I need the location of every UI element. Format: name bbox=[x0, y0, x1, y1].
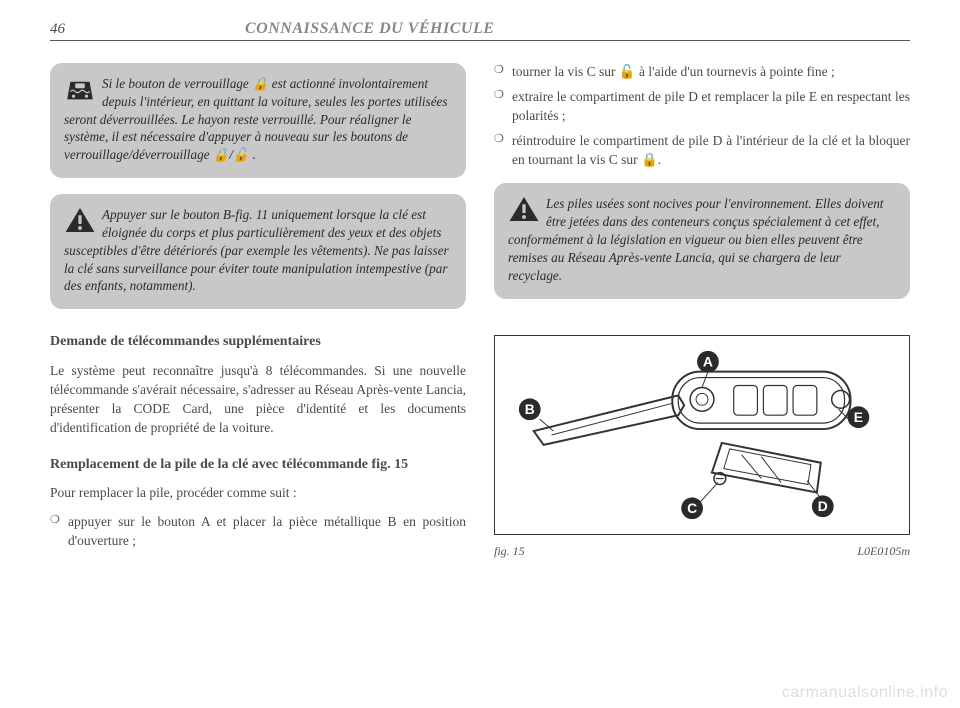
figure-code: L0E0105m bbox=[857, 544, 910, 559]
warning-box-battery: Les piles usées sont nocives pour l'envi… bbox=[494, 183, 910, 298]
subheading-battery: Remplacement de la pile de la clé avec t… bbox=[50, 456, 466, 475]
body-para: Le système peut reconnaître jusqu'à 8 té… bbox=[50, 362, 466, 438]
svg-text:C: C bbox=[687, 500, 697, 516]
figure-caption: fig. 15 L0E0105m bbox=[494, 544, 910, 559]
figure-number: fig. 15 bbox=[494, 544, 525, 559]
warning-triangle-icon bbox=[64, 206, 96, 234]
subheading-remotes: Demande de télécommandes supplémentaires bbox=[50, 333, 466, 352]
page-number: 46 bbox=[50, 21, 65, 38]
page-header: 46 CONNAISSANCE DU VÉHICULE bbox=[50, 20, 910, 41]
watermark: carmanualsonline.info bbox=[782, 684, 948, 702]
svg-text:E: E bbox=[854, 409, 863, 425]
bullet-list-right: tourner la vis C sur 🔓 à l'aide d'un tou… bbox=[494, 63, 910, 175]
left-column: Si le bouton de verrouillage 🔒 est actio… bbox=[50, 63, 466, 565]
content-columns: Si le bouton de verrouillage 🔒 est actio… bbox=[50, 63, 910, 565]
list-item: réintroduire le compartiment de pile D à… bbox=[494, 132, 910, 170]
list-item: tourner la vis C sur 🔓 à l'aide d'un tou… bbox=[494, 63, 910, 82]
right-column: tourner la vis C sur 🔓 à l'aide d'un tou… bbox=[494, 63, 910, 565]
list-item: appuyer sur le bouton A et placer la piè… bbox=[50, 513, 466, 551]
figure-label-D: D bbox=[812, 495, 834, 517]
warning-box-lock: Si le bouton de verrouillage 🔒 est actio… bbox=[50, 63, 466, 178]
svg-text:B: B bbox=[525, 401, 535, 417]
figure-label-E: E bbox=[848, 406, 870, 428]
bullet-list-left: appuyer sur le bouton A et placer la piè… bbox=[50, 513, 466, 557]
body-para: Pour remplacer la pile, procéder comme s… bbox=[50, 484, 466, 503]
figure-label-B: B bbox=[519, 398, 541, 420]
car-water-icon bbox=[64, 75, 96, 103]
key-diagram: A B C D E bbox=[494, 335, 910, 535]
figure-label-C: C bbox=[681, 497, 703, 519]
figure-15: A B C D E fig bbox=[494, 335, 910, 559]
warning-text: Les piles usées sont nocives pour l'envi… bbox=[508, 196, 883, 282]
figure-label-A: A bbox=[697, 350, 719, 372]
header-title: CONNAISSANCE DU VÉHICULE bbox=[245, 20, 494, 38]
warning-triangle-icon bbox=[508, 195, 540, 223]
warning-box-key: Appuyer sur le bouton B-fig. 11 uniqueme… bbox=[50, 194, 466, 309]
warning-text: Si le bouton de verrouillage 🔒 est actio… bbox=[64, 76, 448, 162]
warning-text: Appuyer sur le bouton B-fig. 11 uniqueme… bbox=[64, 207, 449, 293]
svg-text:D: D bbox=[818, 498, 828, 514]
list-item: extraire le compartiment de pile D et re… bbox=[494, 88, 910, 126]
svg-text:A: A bbox=[703, 353, 713, 369]
